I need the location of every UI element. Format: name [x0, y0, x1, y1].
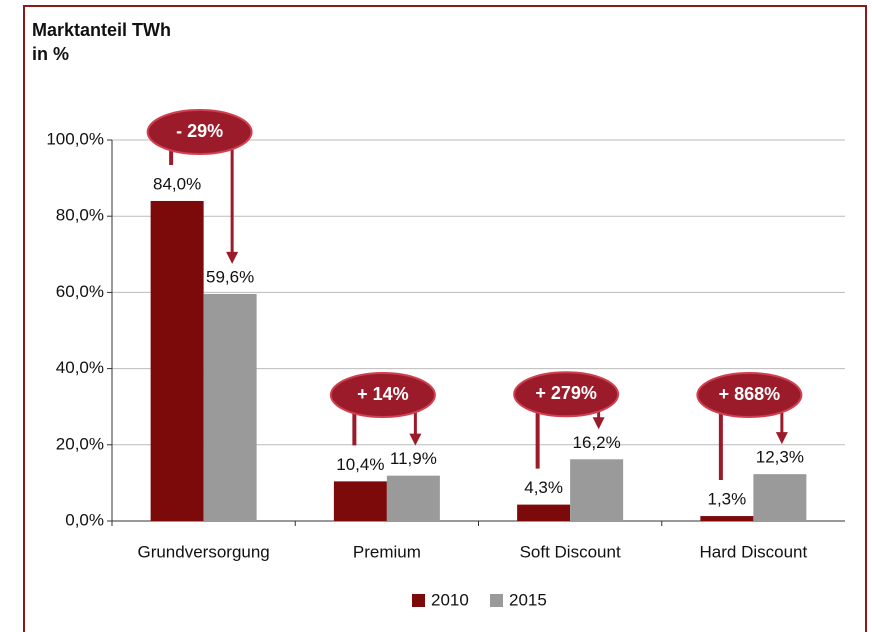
bar: [386, 475, 440, 521]
bar: [700, 516, 754, 521]
annotation-bubble: [146, 109, 253, 155]
y-tick-label: 100,0%: [46, 129, 104, 148]
bar: [333, 481, 387, 521]
bar: [517, 504, 571, 521]
annotation-arrowhead: [592, 417, 605, 430]
y-tick-label: 80,0%: [56, 206, 104, 225]
bar: [753, 474, 807, 521]
y-tick-label: 40,0%: [56, 358, 104, 377]
chart-title: Marktanteil TWh: [32, 20, 171, 40]
annotation-arrowhead: [409, 433, 422, 446]
bar: [150, 200, 204, 521]
y-tick-label: 60,0%: [56, 282, 104, 301]
value-label: 84,0%: [153, 174, 201, 193]
annotation-text: + 279%: [535, 383, 597, 403]
x-tick-label: Grundversorgung: [137, 542, 269, 561]
legend-swatch: [412, 594, 425, 607]
value-label: 12,3%: [756, 448, 804, 467]
legend-swatch: [490, 594, 503, 607]
value-label: 59,6%: [206, 267, 254, 286]
value-label: 11,9%: [390, 449, 437, 468]
annotation-text: - 29%: [176, 121, 223, 141]
annotation-arrowhead: [775, 432, 788, 445]
y-tick-label: 20,0%: [56, 434, 104, 453]
annotation-arrowhead: [226, 251, 239, 264]
value-label: 1,3%: [708, 490, 747, 509]
value-label: 16,2%: [573, 433, 621, 452]
annotation-bubble: [696, 372, 803, 418]
chart-subtitle: in %: [32, 44, 69, 64]
annotation-bubble: [513, 371, 620, 418]
annotation-text: + 868%: [719, 384, 781, 404]
x-tick-label: Soft Discount: [520, 542, 621, 561]
bar: [570, 459, 624, 521]
legend-label: 2015: [509, 590, 547, 609]
x-tick-label: Hard Discount: [700, 542, 808, 561]
frame: [23, 5, 867, 632]
value-label: 4,3%: [524, 478, 563, 497]
bar: [203, 293, 257, 521]
value-label: 10,4%: [336, 455, 384, 474]
annotation-bubble: [329, 372, 436, 418]
y-tick-label: 0,0%: [65, 510, 104, 529]
legend-label: 2010: [431, 590, 469, 609]
x-tick-label: Premium: [353, 542, 421, 561]
annotation-text: + 14%: [357, 384, 409, 404]
